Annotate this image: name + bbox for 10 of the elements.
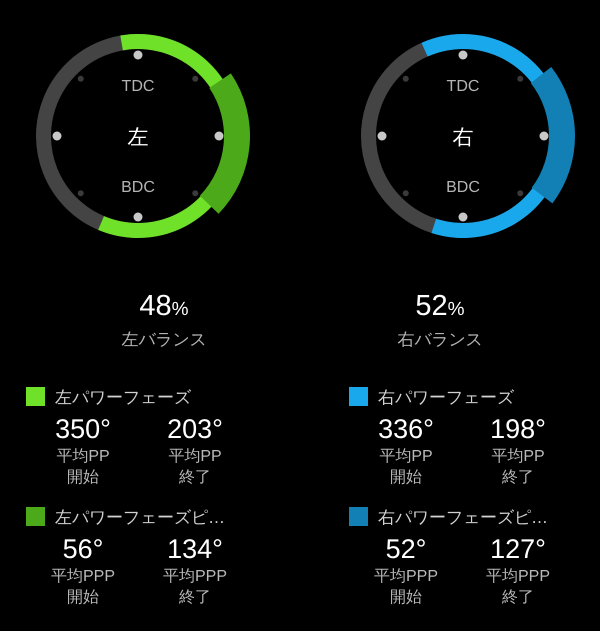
label: 平均PP xyxy=(56,448,110,465)
label: 平均PP xyxy=(379,448,433,465)
label: 平均PP xyxy=(168,448,222,465)
title: 右 xyxy=(452,126,474,149)
label: 平均PPP xyxy=(163,568,227,585)
label: 平均PPP xyxy=(486,568,550,585)
label: 平均PPP xyxy=(51,568,115,585)
label: 平均PPP xyxy=(374,568,438,585)
title: 左 xyxy=(128,126,148,149)
label: 平均PP xyxy=(491,448,545,465)
